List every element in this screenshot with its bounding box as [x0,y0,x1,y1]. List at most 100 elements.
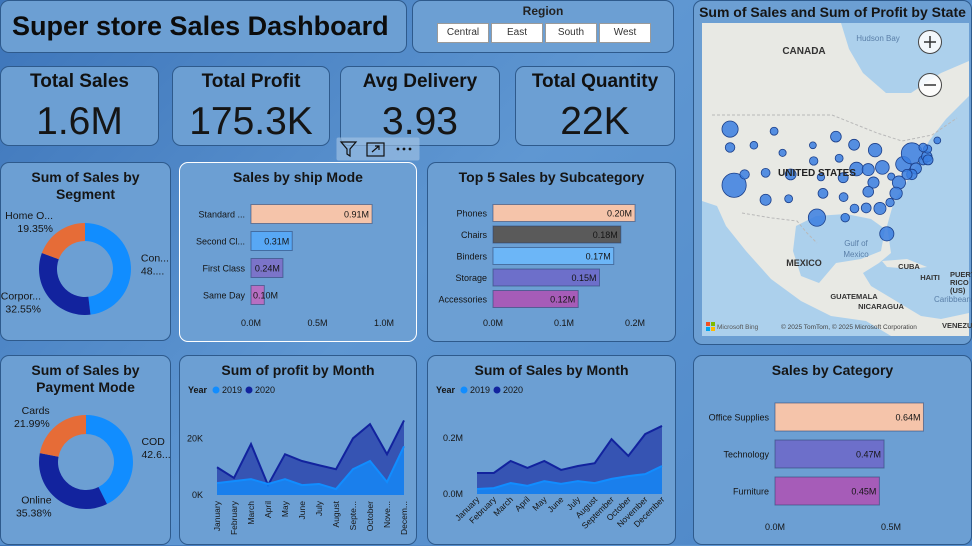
series-line [216,420,405,488]
map-label: CANADA [782,46,825,57]
area-fill [477,466,662,494]
map-label: RICO [950,278,969,287]
x-tick-label: February [229,500,239,535]
slicer-option[interactable]: South [545,23,597,43]
visual-toolbar [336,137,420,161]
zoom-icon [924,36,936,48]
x-tick-label: Septe... [348,501,358,530]
chart-title: Sum of Sales and Sum of Profit by State [699,4,966,20]
map-label: HAITI [920,273,940,282]
state-bubble [769,126,779,136]
state-bubble [901,168,913,180]
state-bubble [849,203,860,214]
donut-slice [39,453,107,509]
category-label: Phones [456,209,487,219]
bubble-layer [721,120,942,242]
zoom-in[interactable] [918,30,942,54]
kpi-card: Total Sales 1.6M [0,66,159,146]
donut-slice [41,223,85,260]
state-bubble [784,168,797,181]
bar [250,285,265,305]
map-view[interactable]: CANADA Hudson Bay UNITED STATES MEXICO G… [702,23,972,336]
state-bubble [840,212,850,223]
filter-button[interactable] [339,141,358,158]
donut-slice [38,253,91,315]
value-label: 0.64M [895,413,920,423]
chart: 0.0M0.2MJanuaryFebruaryMarchAprilMayJune… [436,385,667,531]
category-label: Office Supplies [709,413,770,423]
map-card: Sum of Sales and Sum of Profit by State … [693,0,972,345]
zoom-out[interactable] [918,73,942,97]
bar [774,402,924,432]
kpi-card: Total Quantity 22K [515,66,675,146]
slice-label: Online [21,494,52,506]
chart: 0.0M 0.1M 0.2M Phones 0.20M Chairs 0.18M Binder… [438,204,645,328]
logo [706,327,710,331]
state-bubble [922,154,934,166]
kpi-value: 22K [560,100,630,143]
state-bubble [887,172,896,181]
slice-value: 21.99% [14,418,50,430]
state-bubble [933,136,942,145]
kpi-label: Total Quantity [531,71,659,92]
slice-value: 32.55% [5,304,41,316]
x-tick-label: Nove... [382,501,392,528]
slice-label: Con... [141,253,169,265]
map-label: (US) [950,286,966,295]
slice-label: Corpor... [1,291,41,303]
value-label: 0.45M [851,487,876,497]
legend-marker [212,386,220,394]
state-bubble [816,172,826,182]
legend-label: 2020 [255,385,275,395]
category-label: Technology [723,450,769,460]
state-bubble [739,169,750,180]
kpi-card: Total Profit 175.3K [172,66,330,146]
logo [711,322,715,326]
category-label: First Class [203,264,246,274]
series-line [476,465,663,490]
x-tick-label: October [365,501,375,531]
state-bubble [867,176,880,189]
category-label: Furniture [733,487,769,497]
state-bubble [873,202,887,215]
state-bubble [861,163,875,177]
map-label: VENEZUELA [942,321,972,330]
value-label: 0.24M [255,264,280,274]
dashboard-title: Super store Sales Dashboard [12,11,389,41]
legend-marker [493,386,501,394]
more-options[interactable] [396,147,412,151]
state-bubble [817,188,829,199]
state-bubble [809,141,817,150]
slice-value: 42.6... [141,449,170,461]
kpi-label: Total Sales [30,71,129,92]
slicer-option[interactable]: East [491,23,543,43]
chart-title: Sales by ship Mode [233,169,363,185]
bar [774,476,880,506]
slice-label: Home O... [5,210,53,222]
bar [774,439,885,469]
slicer-option[interactable]: Central [437,23,489,43]
legend-label: 2019 [470,385,490,395]
chart-card: Sales by Category 0.0M 0.5M Office Supplie… [693,355,972,545]
state-bubble [860,202,872,214]
toolbar-bg [336,137,420,161]
value-label: 0.91M [344,210,369,220]
state-bubble [834,153,844,163]
focus-button[interactable] [366,142,385,157]
slicer-option[interactable]: West [599,23,651,43]
state-bubble [760,167,771,178]
state-bubble [724,142,736,153]
x-tick-label: May [280,500,290,517]
bar [250,204,373,224]
slicer-title: Region [522,4,564,18]
series-line [216,445,405,491]
x-tick-label: May [530,494,549,513]
bar [492,247,615,265]
state-bubble [721,120,739,138]
kpi-label: Avg Delivery [362,71,478,92]
chart: 0.0M 0.5M 1.0M Standard ... 0.91M Second Cl..… [196,204,394,328]
y-tick-label: 0K [192,490,203,500]
bar [250,231,293,251]
chart-card: Sum of Sales by Month 0.0M 0.2M January Feb… [427,355,676,545]
